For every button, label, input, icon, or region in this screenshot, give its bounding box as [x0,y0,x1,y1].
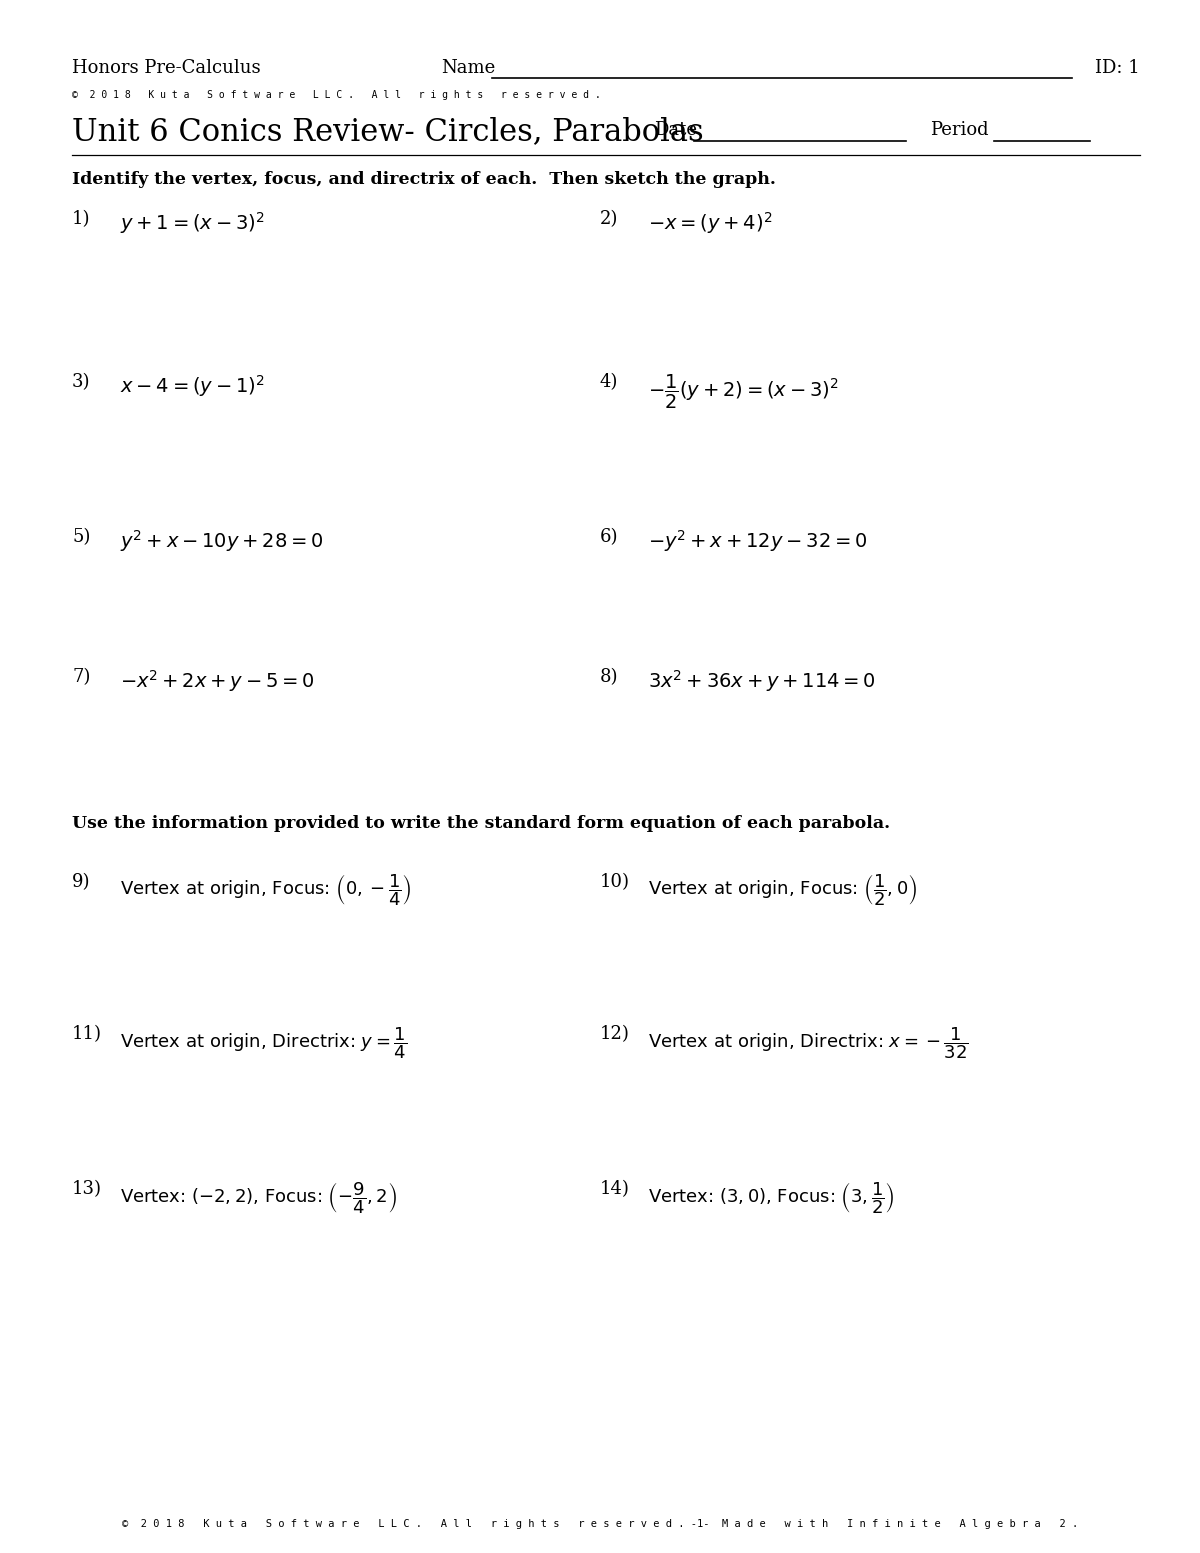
Text: 4): 4) [600,373,618,391]
Text: 2): 2) [600,210,618,228]
Text: 12): 12) [600,1025,630,1044]
Text: $y^2 + x - 10y + 28 = 0$: $y^2 + x - 10y + 28 = 0$ [120,528,324,554]
Text: $-\dfrac{1}{2}(y + 2) = (x - 3)^2$: $-\dfrac{1}{2}(y + 2) = (x - 3)^2$ [648,373,839,412]
Text: Vertex at origin, Directrix: $x = -\dfrac{1}{32}$: Vertex at origin, Directrix: $x = -\dfra… [648,1025,968,1061]
Text: ©  2 0 1 8   K u t a   S o f t w a r e   L L C .   A l l   r i g h t s   r e s e: © 2 0 1 8 K u t a S o f t w a r e L L C … [72,90,601,99]
Text: 11): 11) [72,1025,102,1044]
Text: $-y^2 + x + 12y - 32 = 0$: $-y^2 + x + 12y - 32 = 0$ [648,528,868,554]
Text: 3): 3) [72,373,90,391]
Text: 7): 7) [72,668,90,686]
Text: Use the information provided to write the standard form equation of each parabol: Use the information provided to write th… [72,815,890,832]
Text: Unit 6 Conics Review- Circles, Parabolas: Unit 6 Conics Review- Circles, Parabolas [72,116,703,148]
Text: Period: Period [930,121,989,140]
Text: 13): 13) [72,1180,102,1199]
Text: Vertex at origin, Directrix: $y = \dfrac{1}{4}$: Vertex at origin, Directrix: $y = \dfrac… [120,1025,407,1061]
Text: Identify the vertex, focus, and directrix of each.  Then sketch the graph.: Identify the vertex, focus, and directri… [72,171,776,188]
Text: 9): 9) [72,873,90,891]
Text: Vertex at origin, Focus: $\left(0, -\dfrac{1}{4}\right)$: Vertex at origin, Focus: $\left(0, -\dfr… [120,873,412,909]
Text: Vertex: $(-2, 2)$, Focus: $\left(-\dfrac{9}{4}, 2\right)$: Vertex: $(-2, 2)$, Focus: $\left(-\dfrac… [120,1180,397,1216]
Text: Name: Name [442,59,496,78]
Text: Honors Pre-Calculus: Honors Pre-Calculus [72,59,260,78]
Text: Vertex at origin, Focus: $\left(\dfrac{1}{2}, 0\right)$: Vertex at origin, Focus: $\left(\dfrac{1… [648,873,918,909]
Text: $x - 4 = (y - 1)^2$: $x - 4 = (y - 1)^2$ [120,373,265,399]
Text: $3x^2 + 36x + y + 114 = 0$: $3x^2 + 36x + y + 114 = 0$ [648,668,876,694]
Text: ID: 1: ID: 1 [1096,59,1140,78]
Text: 10): 10) [600,873,630,891]
Text: $y + 1 = (x - 3)^2$: $y + 1 = (x - 3)^2$ [120,210,265,236]
Text: ©  2 0 1 8   K u t a   S o f t w a r e   L L C .   A l l   r i g h t s   r e s e: © 2 0 1 8 K u t a S o f t w a r e L L C … [122,1519,1078,1528]
Text: 6): 6) [600,528,618,547]
Text: $-x^2 + 2x + y - 5 = 0$: $-x^2 + 2x + y - 5 = 0$ [120,668,314,694]
Text: Vertex: $(3, 0)$, Focus: $\left(3, \dfrac{1}{2}\right)$: Vertex: $(3, 0)$, Focus: $\left(3, \dfra… [648,1180,895,1216]
Text: 8): 8) [600,668,618,686]
Text: $-x = (y + 4)^2$: $-x = (y + 4)^2$ [648,210,773,236]
Text: Date: Date [654,121,697,140]
Text: 5): 5) [72,528,90,547]
Text: 14): 14) [600,1180,630,1199]
Text: 1): 1) [72,210,90,228]
